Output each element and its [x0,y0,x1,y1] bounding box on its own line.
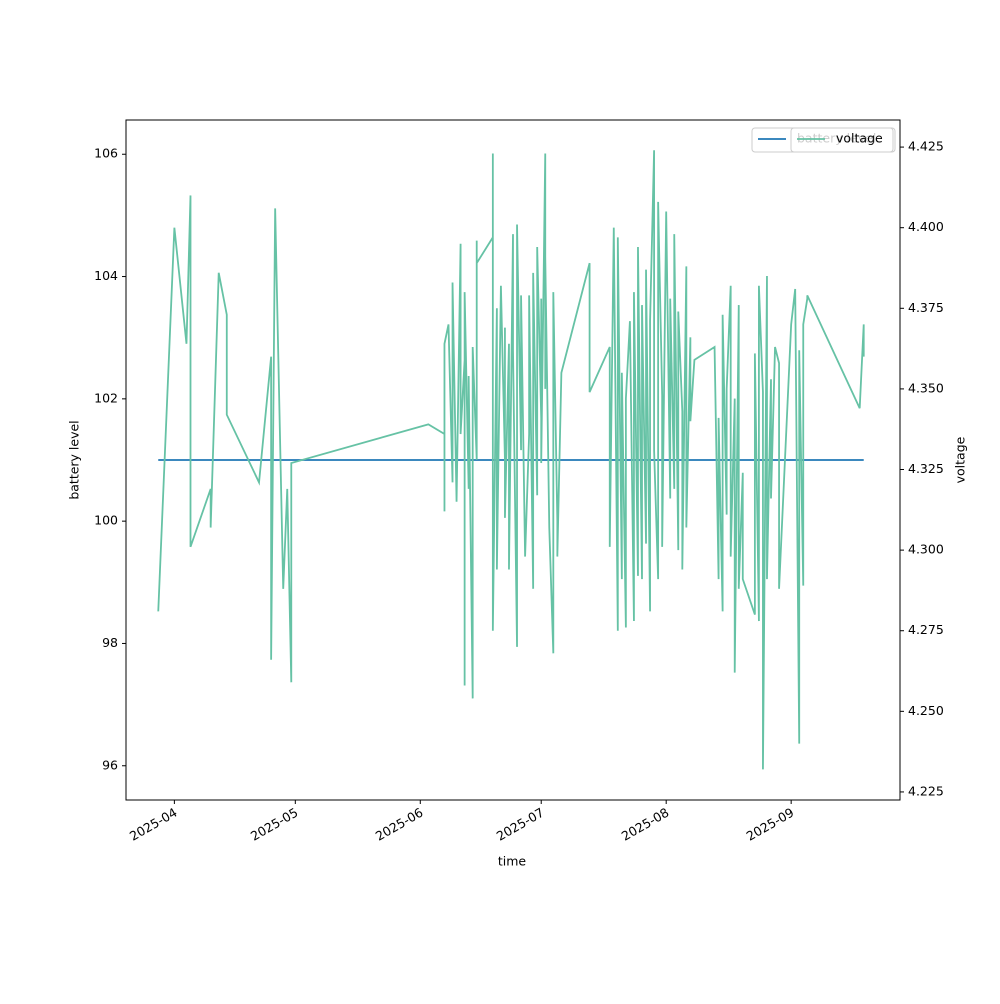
y2-tick-label: 4.325 [908,461,944,476]
y-tick-label: 96 [102,757,118,772]
y-tick-label: 106 [94,146,118,161]
y-tick-label: 102 [94,390,118,405]
y2-axis-label: voltage [953,436,968,483]
legend-label: voltage [836,131,883,146]
y2-tick-label: 4.400 [908,219,944,234]
y2-tick-label: 4.375 [908,300,944,315]
y2-tick-label: 4.300 [908,542,944,557]
y2-tick-label: 4.225 [908,783,944,798]
y-axis-label: battery level [67,420,82,499]
y-tick-label: 104 [94,268,118,283]
plot-frame [125,119,901,801]
y2-tick-label: 4.350 [908,380,944,395]
y-tick-label: 98 [102,635,118,650]
x-axis-label: time [498,854,527,869]
y2-tick-label: 4.275 [908,622,944,637]
y2-tick-label: 4.425 [908,139,944,154]
y2-tick-label: 4.250 [908,703,944,718]
legend-box [790,127,894,153]
line-series [157,150,865,770]
y-tick-label: 100 [94,513,118,528]
